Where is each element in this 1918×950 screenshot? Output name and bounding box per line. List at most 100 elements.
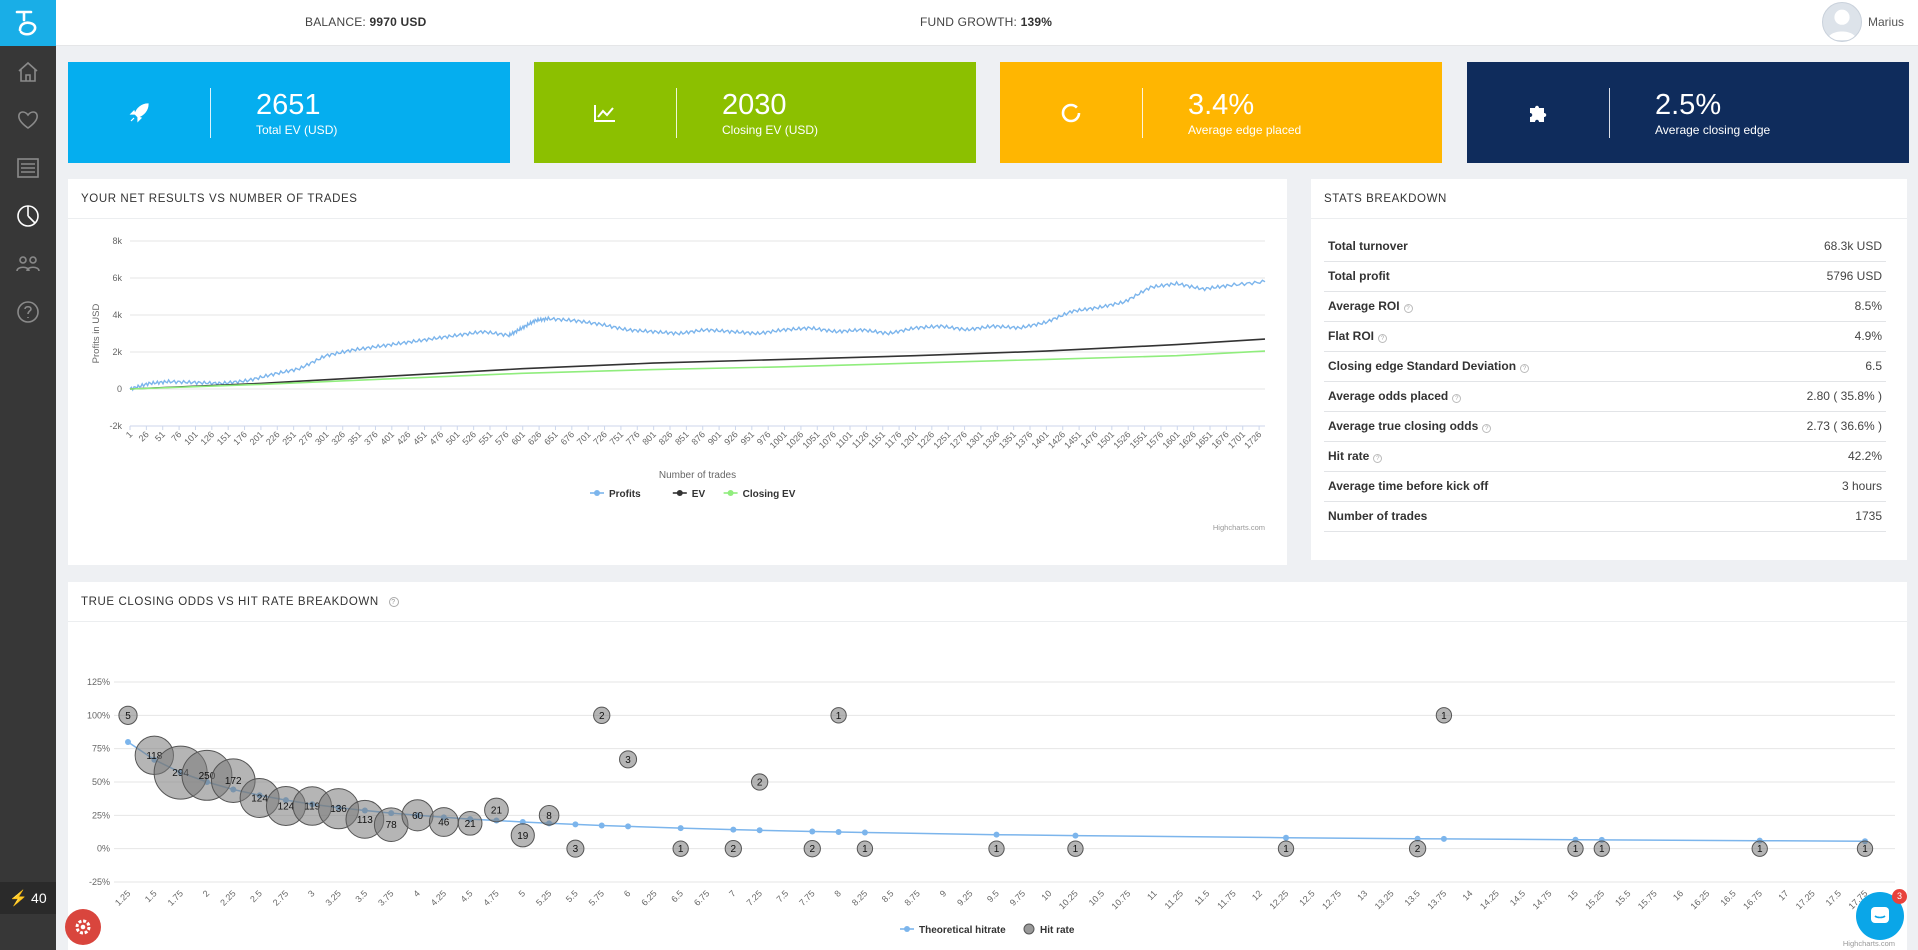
hit-rate-bubble[interactable]: 21 xyxy=(484,797,509,823)
hit-rate-bubble[interactable]: 5 xyxy=(118,705,138,725)
x-tick-label: 7.5 xyxy=(774,888,790,904)
kpi-label: Closing EV (USD) xyxy=(722,122,819,137)
hit-rate-bubble[interactable]: 1 xyxy=(1593,840,1610,857)
hit-rate-bubble[interactable]: 19 xyxy=(510,823,535,848)
legend-label: Hit rate xyxy=(1040,925,1075,936)
legend-item[interactable]: EV xyxy=(672,489,706,500)
x-tick-label: 13.5 xyxy=(1403,888,1422,907)
gear-icon xyxy=(75,919,91,935)
legend-label: Closing EV xyxy=(743,489,796,500)
stats-row: Average odds placed? 2.80 ( 35.8% ) xyxy=(1324,381,1886,412)
stats-label-text: Total turnover xyxy=(1328,238,1408,253)
help-icon[interactable]: ? xyxy=(1373,454,1383,463)
odds-hitrate-chart[interactable]: -25% 0% 25% 50% 75% 100% 125% 1.25 1.5 1.75 2 2.25 2… xyxy=(68,622,1907,950)
hit-rate-bubble[interactable]: 2 xyxy=(803,840,821,858)
hit-rate-bubble[interactable]: 3 xyxy=(566,839,585,858)
x-tick-label: 726 xyxy=(591,429,609,447)
legend-item[interactable]: Closing EV xyxy=(723,489,796,500)
sidebar-item-favorites[interactable] xyxy=(0,96,56,144)
help-icon[interactable]: ? xyxy=(1452,394,1462,403)
sidebar-item-stats[interactable] xyxy=(0,192,56,240)
x-tick-label: 6.75 xyxy=(692,888,711,907)
chart-credits: Highcharts.com xyxy=(1843,939,1895,948)
y-tick-label: 50% xyxy=(92,777,110,787)
hit-rate-bubble[interactable]: 1 xyxy=(830,707,847,724)
bubble-label: 2 xyxy=(1415,844,1421,855)
pie-chart-icon xyxy=(17,205,39,227)
chat-button[interactable]: 3 xyxy=(1856,889,1907,940)
stats-row: Average time before kick off 3 hours xyxy=(1324,471,1886,502)
sidebar-item-help[interactable] xyxy=(0,288,56,336)
hit-rate-bubble[interactable]: 1 xyxy=(1435,707,1453,724)
stats-row-value: 4.9% xyxy=(1729,321,1886,352)
bubble-label: 2 xyxy=(809,844,815,855)
hit-rate-bubble[interactable]: 3 xyxy=(619,750,638,769)
x-tick-label: 501 xyxy=(444,429,462,447)
hit-rate-bubble[interactable]: 1 xyxy=(1751,840,1768,857)
sidebar: ⚡ 40 xyxy=(0,0,56,950)
y-tick-label: -25% xyxy=(89,877,110,887)
y-tick-label: 0 xyxy=(117,384,122,394)
hit-rate-bubble[interactable]: 8 xyxy=(538,805,560,826)
bubble-circle xyxy=(510,823,535,848)
hit-rate-bubble[interactable]: 1 xyxy=(1067,840,1084,857)
x-axis-title: Number of trades xyxy=(659,470,736,481)
hit-rate-bubble[interactable]: 1 xyxy=(1567,840,1584,857)
legend-item[interactable]: Hit rate xyxy=(1023,923,1075,936)
sidebar-item-home[interactable] xyxy=(0,48,56,96)
hit-rate-bubble[interactable]: 2 xyxy=(593,706,611,724)
hit-rate-bubble[interactable]: 2 xyxy=(1408,840,1427,858)
hit-rate-bubble[interactable]: 21 xyxy=(457,810,483,836)
sidebar-item-community[interactable] xyxy=(0,240,56,288)
x-tick-label: 576 xyxy=(493,429,511,447)
x-tick-label: 8 xyxy=(832,888,843,899)
fund-growth-label: FUND GROWTH: xyxy=(920,15,1018,29)
x-tick-label: 1551 xyxy=(1128,429,1149,450)
kpi-total-ev: 2651 Total EV (USD) xyxy=(68,62,510,163)
group-icon xyxy=(16,256,40,272)
legend-item[interactable]: Profits xyxy=(590,489,641,500)
hit-rate-bubble[interactable]: 2 xyxy=(750,773,769,791)
bubble-label: 46 xyxy=(438,818,450,829)
help-icon[interactable]: ? xyxy=(388,597,399,607)
kpi-label: Average closing edge xyxy=(1655,122,1771,137)
hit-rate-bubble[interactable]: 46 xyxy=(428,807,459,837)
x-tick-label: 1.25 xyxy=(113,888,132,907)
stats-row-label: Total profit xyxy=(1324,261,1730,292)
stats-row-label: Total turnover xyxy=(1324,231,1730,262)
hit-rate-bubble[interactable]: 1 xyxy=(1856,840,1874,857)
bubble-label: 124 xyxy=(278,802,295,813)
x-tick-label: 801 xyxy=(640,429,658,447)
legend-marker xyxy=(904,926,910,932)
hit-rate-bubble[interactable]: 1 xyxy=(672,840,689,857)
settings-button[interactable] xyxy=(65,909,101,945)
help-icon[interactable]: ? xyxy=(1482,424,1492,433)
x-tick-label: 12.75 xyxy=(1320,888,1343,911)
x-tick-label: 4 xyxy=(411,888,422,899)
brand-logo[interactable] xyxy=(0,0,56,46)
bubble-label: 119 xyxy=(304,802,320,813)
hit-rate-bubble[interactable]: 113 xyxy=(345,799,385,839)
x-tick-label: 7.25 xyxy=(745,888,764,907)
x-tick-label: 326 xyxy=(329,429,347,447)
help-icon[interactable]: ? xyxy=(1520,364,1530,373)
hit-rate-bubble[interactable]: 1 xyxy=(856,840,874,857)
hit-rate-bubble[interactable]: 1 xyxy=(1277,840,1295,857)
stats-label-text: Average true closing odds xyxy=(1328,419,1479,433)
hit-rate-bubble[interactable]: 60 xyxy=(401,799,434,832)
chat-badge: 3 xyxy=(1892,889,1907,904)
hit-rate-bubble[interactable]: 2 xyxy=(724,840,742,858)
bubble-circle xyxy=(593,706,611,724)
bubble-label: 1 xyxy=(678,844,684,855)
kpi-text: 2651 Total EV (USD) xyxy=(211,89,337,137)
hit-rate-bubble[interactable]: 1 xyxy=(988,840,1005,857)
user-name: Marius xyxy=(1867,15,1904,29)
credit-counter[interactable]: ⚡ 40 xyxy=(0,882,56,914)
legend-item[interactable]: Theoretical hitrate xyxy=(900,925,1006,936)
help-icon[interactable]: ? xyxy=(1403,304,1413,313)
x-tick-label: 751 xyxy=(608,429,626,447)
help-icon[interactable]: ? xyxy=(1378,334,1388,343)
user-menu[interactable]: Marius xyxy=(1821,2,1904,42)
sidebar-item-list[interactable] xyxy=(0,144,56,192)
